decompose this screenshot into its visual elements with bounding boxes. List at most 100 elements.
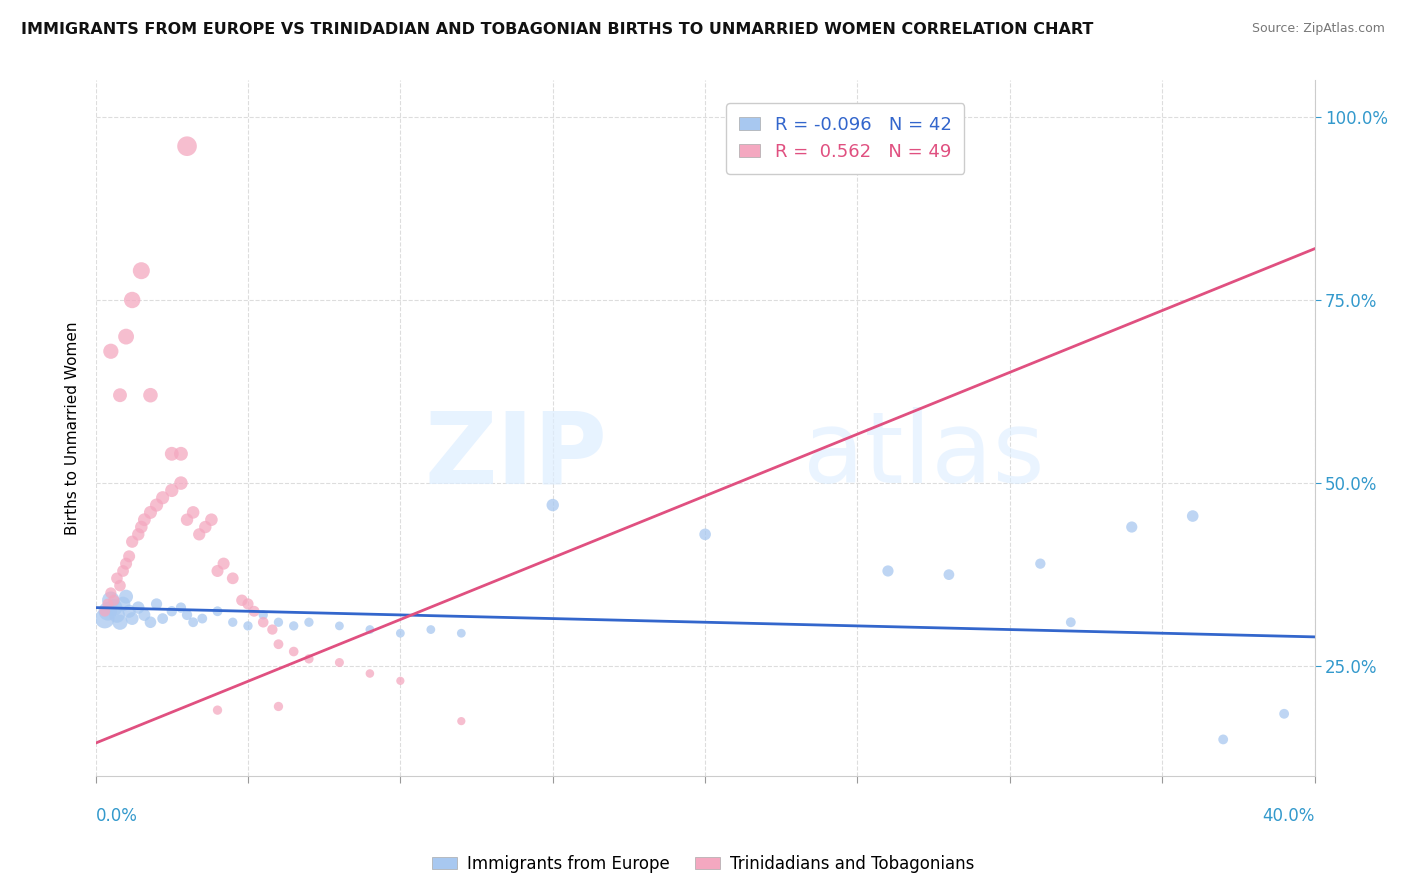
Point	[139, 615, 162, 630]
Point	[108, 579, 131, 593]
Point	[103, 600, 125, 615]
Point	[541, 498, 564, 512]
Point	[191, 611, 214, 625]
Point	[1212, 732, 1234, 747]
Point	[108, 388, 131, 402]
Point	[100, 344, 122, 359]
Point	[160, 604, 183, 618]
Point	[118, 604, 141, 618]
Point	[1121, 520, 1143, 534]
Point	[176, 513, 198, 527]
Point	[121, 611, 143, 625]
Y-axis label: Births to Unmarried Women: Births to Unmarried Women	[65, 321, 80, 535]
Point	[450, 714, 472, 728]
Point	[359, 623, 381, 637]
Point	[112, 564, 135, 578]
Point	[267, 699, 290, 714]
Text: Source: ZipAtlas.com: Source: ZipAtlas.com	[1251, 22, 1385, 36]
Point	[115, 590, 138, 604]
Point	[118, 549, 141, 564]
Point	[94, 611, 117, 625]
Point	[139, 388, 162, 402]
Point	[145, 597, 167, 611]
Point	[160, 447, 183, 461]
Point	[194, 520, 217, 534]
Point	[1181, 509, 1204, 524]
Point	[267, 637, 290, 651]
Point	[188, 527, 211, 541]
Point	[94, 604, 117, 618]
Point	[389, 626, 412, 640]
Point	[170, 600, 193, 615]
Point	[236, 597, 259, 611]
Point	[134, 513, 156, 527]
Point	[877, 564, 900, 578]
Point	[176, 139, 198, 153]
Point	[115, 329, 138, 343]
Point	[121, 534, 143, 549]
Point	[207, 604, 229, 618]
Text: 40.0%: 40.0%	[1263, 807, 1315, 825]
Point	[359, 666, 381, 681]
Point	[283, 644, 305, 658]
Point	[267, 615, 290, 630]
Point	[100, 586, 122, 600]
Point	[97, 604, 120, 618]
Point	[121, 293, 143, 307]
Point	[222, 615, 245, 630]
Text: IMMIGRANTS FROM EUROPE VS TRINIDADIAN AND TOBAGONIAN BIRTHS TO UNMARRIED WOMEN C: IMMIGRANTS FROM EUROPE VS TRINIDADIAN AN…	[21, 22, 1094, 37]
Text: 0.0%: 0.0%	[96, 807, 138, 825]
Point	[252, 615, 274, 630]
Point	[170, 447, 193, 461]
Point	[236, 619, 259, 633]
Point	[1272, 706, 1295, 721]
Text: atlas: atlas	[803, 408, 1045, 505]
Point	[127, 600, 149, 615]
Point	[1060, 615, 1083, 630]
Point	[695, 527, 717, 541]
Point	[222, 571, 245, 585]
Point	[212, 557, 235, 571]
Point	[160, 483, 183, 498]
Text: ZIP: ZIP	[425, 408, 607, 505]
Point	[108, 615, 131, 630]
Legend: Immigrants from Europe, Trinidadians and Tobagonians: Immigrants from Europe, Trinidadians and…	[425, 848, 981, 880]
Point	[105, 607, 128, 622]
Point	[152, 611, 174, 625]
Point	[207, 564, 229, 578]
Point	[298, 615, 321, 630]
Point	[252, 607, 274, 622]
Point	[127, 527, 149, 541]
Point	[262, 623, 284, 637]
Point	[176, 607, 198, 622]
Point	[207, 703, 229, 717]
Point	[450, 626, 472, 640]
Point	[134, 607, 156, 622]
Point	[200, 513, 222, 527]
Legend: R = -0.096   N = 42, R =  0.562   N = 49: R = -0.096 N = 42, R = 0.562 N = 49	[725, 103, 965, 174]
Point	[938, 567, 960, 582]
Point	[170, 476, 193, 491]
Point	[152, 491, 174, 505]
Point	[97, 597, 120, 611]
Point	[115, 557, 138, 571]
Point	[419, 623, 441, 637]
Point	[131, 263, 153, 277]
Point	[328, 619, 350, 633]
Point	[283, 619, 305, 633]
Point	[1029, 557, 1052, 571]
Point	[131, 520, 153, 534]
Point	[112, 597, 135, 611]
Point	[181, 505, 204, 519]
Point	[298, 652, 321, 666]
Point	[243, 604, 266, 618]
Point	[181, 615, 204, 630]
Point	[105, 571, 128, 585]
Point	[328, 656, 350, 670]
Point	[100, 593, 122, 607]
Point	[145, 498, 167, 512]
Point	[139, 505, 162, 519]
Point	[389, 673, 412, 688]
Point	[231, 593, 253, 607]
Point	[103, 593, 125, 607]
